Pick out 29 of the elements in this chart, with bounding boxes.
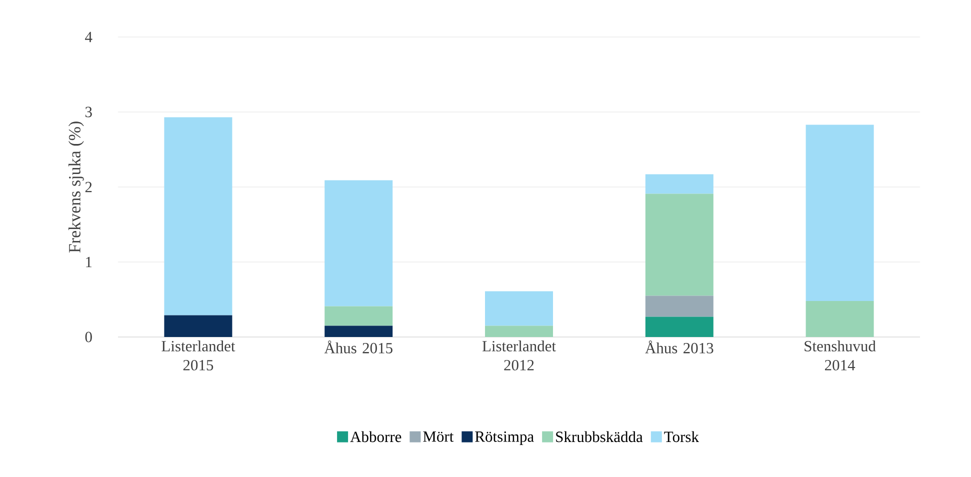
y-tick-label: 2 bbox=[85, 182, 92, 192]
x-tick-label: Åhus 2013 bbox=[645, 340, 714, 354]
x-tick-label: Åhus 2015 bbox=[324, 340, 392, 354]
bar bbox=[324, 306, 393, 326]
legend-label: Abborre bbox=[350, 431, 402, 442]
legend-label: Skrubbskädda bbox=[556, 431, 643, 442]
bar bbox=[164, 117, 232, 316]
x-tick-label: Listerlandet 2015 bbox=[162, 340, 236, 370]
bar bbox=[645, 174, 714, 194]
bar bbox=[324, 180, 393, 306]
y-tick-label: 4 bbox=[85, 32, 92, 42]
legend-label: Torsk bbox=[664, 431, 699, 442]
y-axis-title: Frekvens sjuka (%) bbox=[68, 122, 84, 253]
bar bbox=[485, 291, 554, 326]
bar bbox=[645, 316, 714, 337]
bar bbox=[485, 326, 554, 337]
y-tick-label: 0 bbox=[85, 332, 92, 342]
legend-label: Rötsimpa bbox=[475, 431, 534, 445]
legend-label: Mört bbox=[423, 431, 454, 442]
bar bbox=[806, 124, 874, 301]
y-tick-label: 1 bbox=[86, 256, 92, 268]
bar bbox=[324, 326, 393, 337]
bar bbox=[645, 296, 714, 317]
x-tick-label: Stenshuvud 2014 bbox=[804, 340, 876, 370]
bar bbox=[645, 194, 714, 296]
y-tick-label: 3 bbox=[85, 106, 92, 118]
bar bbox=[164, 315, 232, 337]
bar bbox=[806, 301, 874, 337]
x-tick-label: Listerlandet 2012 bbox=[482, 340, 556, 370]
